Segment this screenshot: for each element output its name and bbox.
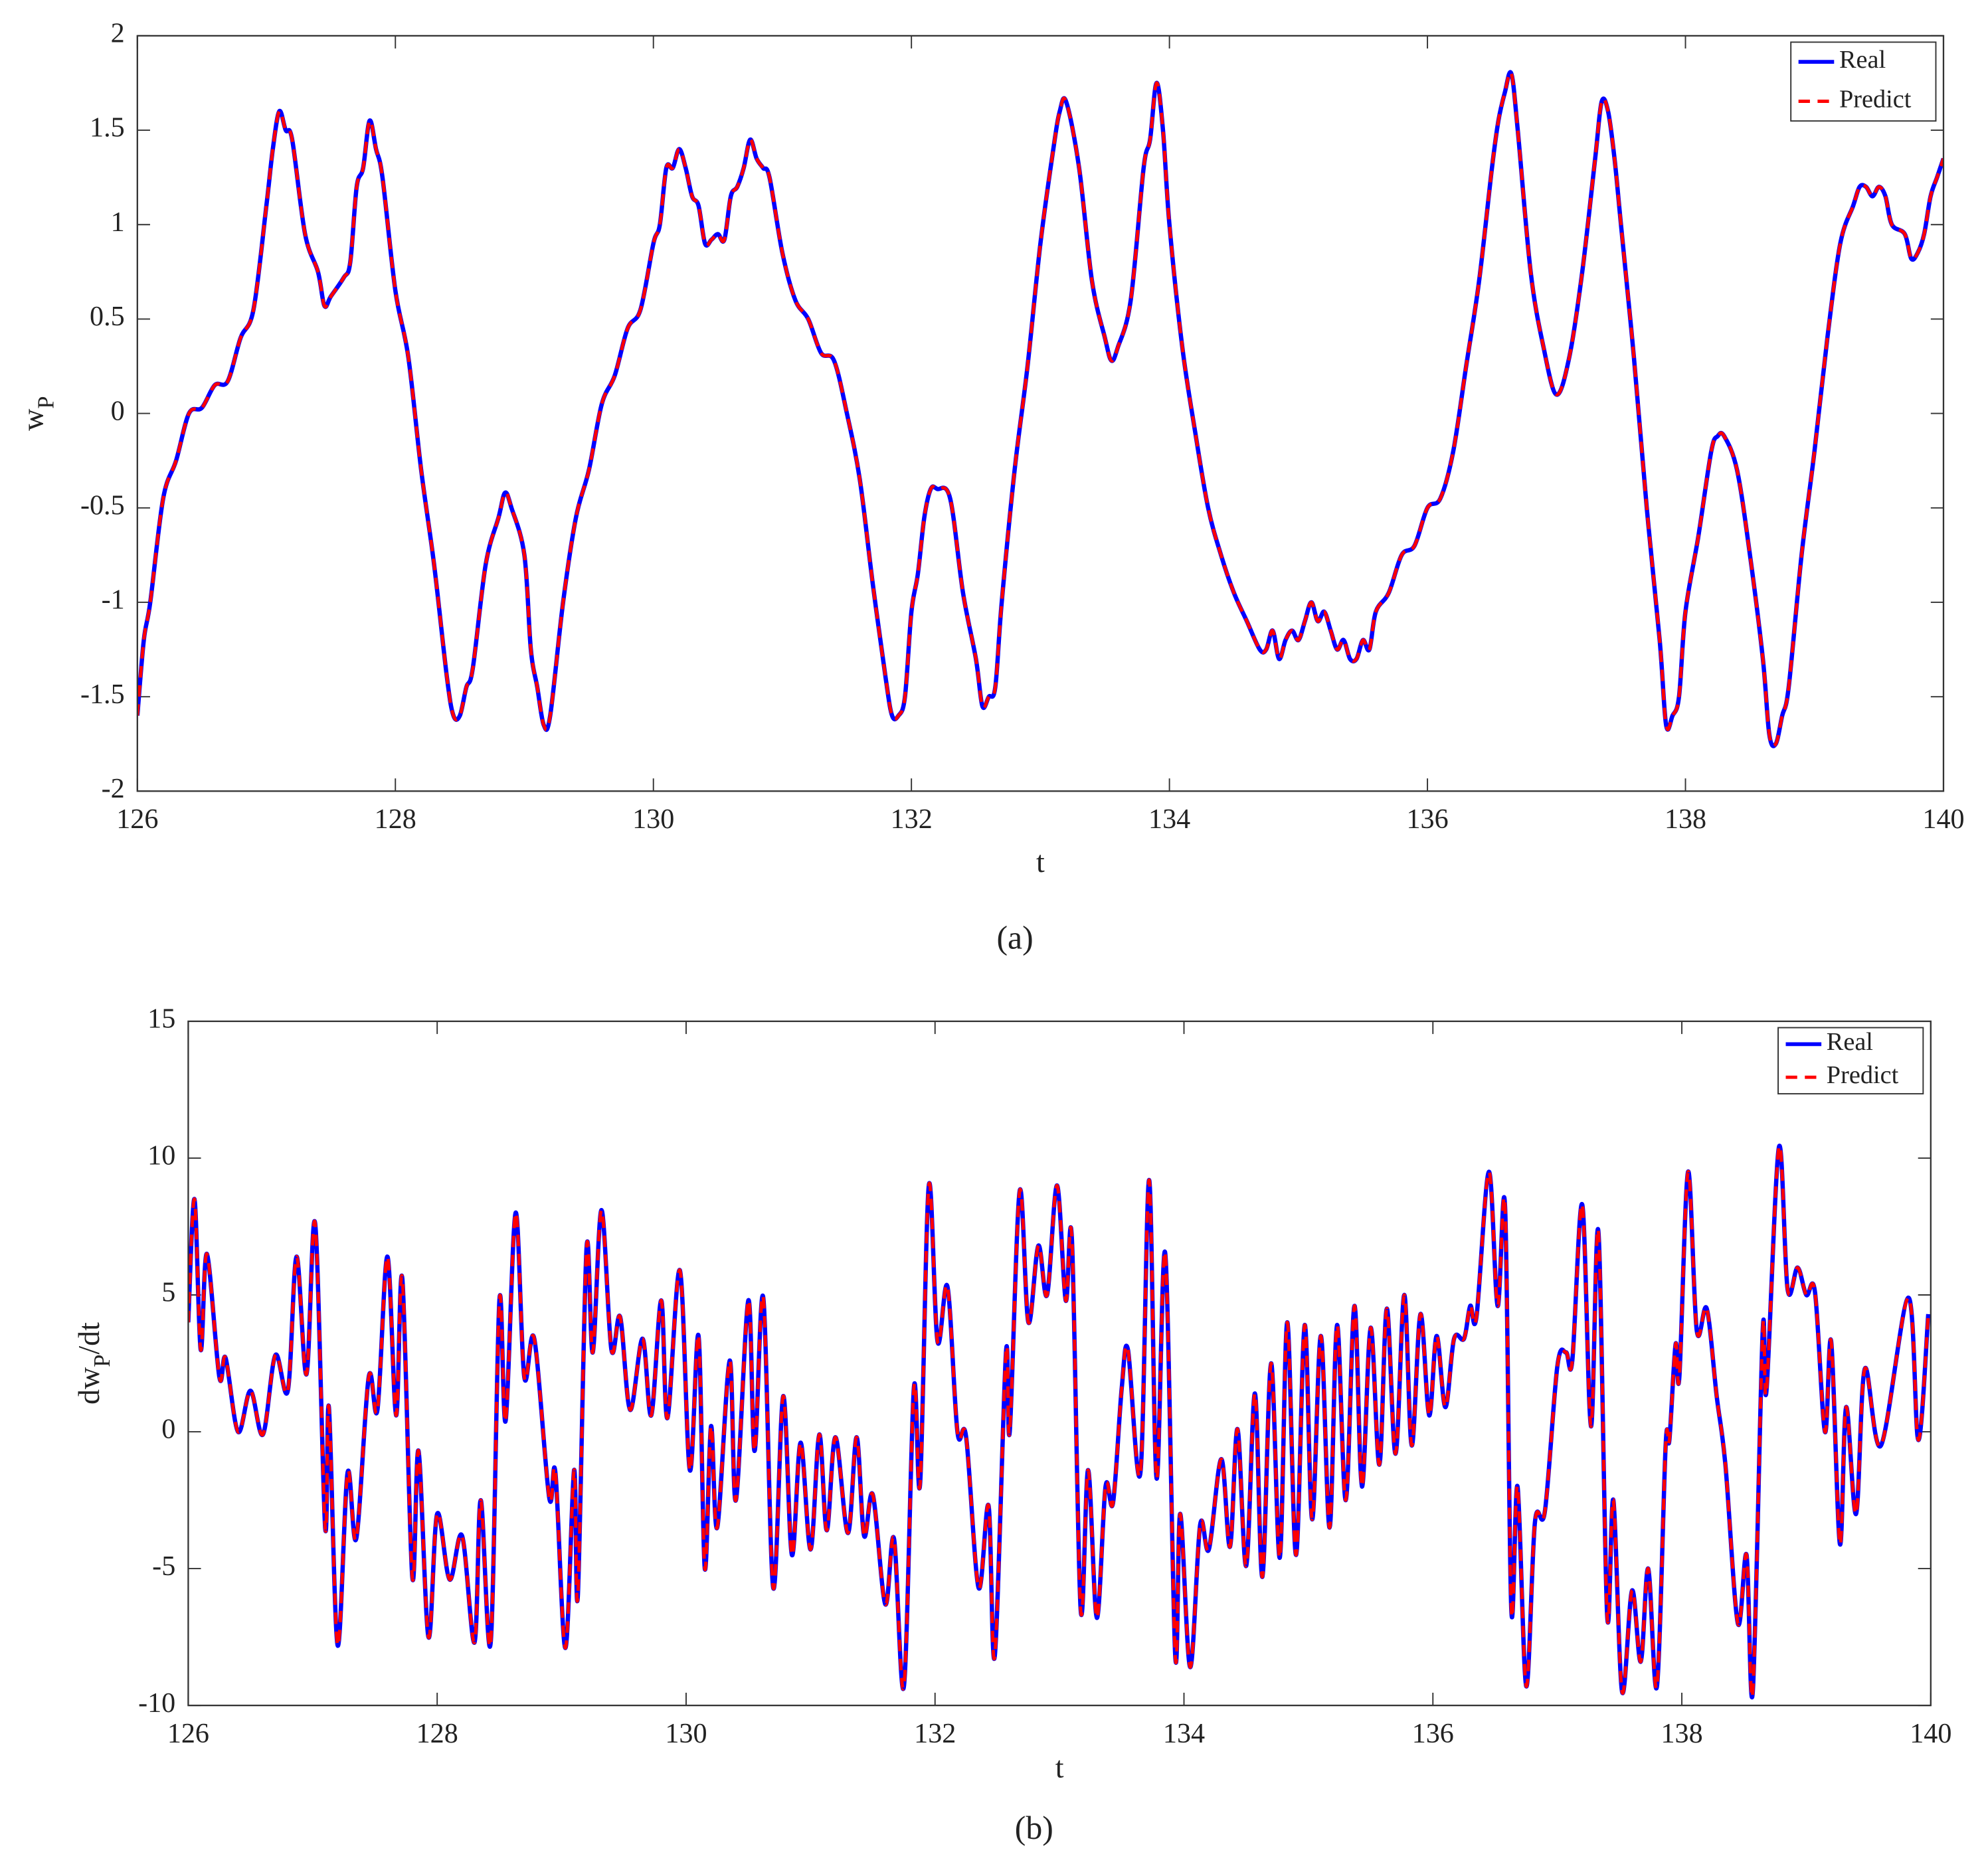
x-tick-label: 136 [1412,1718,1454,1749]
legend-label: Real [1827,1028,1873,1056]
legend-box [1790,41,1937,122]
y-tick-label: -10 [138,1687,175,1719]
subplot: 126 128 130 132 134 136 138 140 -10 -5 0 5 10 15 t dwP/… [71,1003,1951,1847]
x-axis-label: t [1055,1750,1064,1784]
x-tick-label: 130 [665,1718,707,1749]
x-tick-label: 134 [1163,1718,1205,1749]
x-tick-label: 128 [416,1718,458,1749]
plot-area [188,1021,1931,1706]
axes-frame [136,35,1945,792]
x-tick-label: 134 [1148,804,1190,835]
x-tick-label: 132 [914,1718,956,1749]
panel-label: (b) [1015,1810,1053,1846]
y-tick-label: 5 [161,1277,175,1308]
x-tick-label: 140 [1922,804,1964,835]
y-tick-label: 15 [147,1003,175,1035]
x-tick-label: 128 [375,804,416,835]
legend: Real Predict [1790,41,1937,122]
y-tick-label: -0.5 [80,489,125,521]
series-line [188,1144,1930,1699]
x-tick-label: 126 [167,1718,209,1749]
y-tick-label: 0.5 [90,301,125,332]
y-tick-label: -5 [152,1551,175,1582]
legend: Real Predict [1777,1027,1924,1095]
legend-label: Predict [1839,85,1912,113]
y-axis-label-part: dw [71,1367,105,1405]
x-tick-label: 126 [116,804,158,835]
subplot: 126 128 130 132 134 136 138 140 -2 -1.5 -1 -0.5 0 0.5… [15,18,1964,956]
y-tick-label: 0 [161,1414,175,1445]
y-tick-label: 1.5 [90,112,125,143]
y-tick-label: -1.5 [80,679,125,710]
x-tick-label: 136 [1406,804,1448,835]
x-tick-label: 140 [1910,1718,1951,1749]
legend-label: Real [1839,46,1886,74]
x-tick-label: 130 [632,804,674,835]
legend-box [1777,1027,1924,1095]
x-axis-label: t [1036,845,1045,879]
x-tick-label: 138 [1661,1718,1702,1749]
x-tick-label: 138 [1665,804,1706,835]
legend-label: Predict [1827,1061,1899,1089]
y-axis-label: wP [15,396,58,430]
y-axis-label-part: w [15,409,49,431]
axes-frame [187,1020,1932,1707]
y-axis-label-part: P [90,1355,115,1367]
plot-area [137,35,1943,792]
y-axis-label: dwP/dt [71,1322,114,1405]
y-tick-label: 2 [111,18,125,49]
y-tick-label: 10 [147,1140,175,1171]
series-line [137,70,1943,748]
y-tick-label: -1 [102,584,125,616]
panel-label: (a) [996,920,1033,956]
y-tick-label: -2 [102,773,125,804]
x-tick-label: 132 [891,804,933,835]
y-tick-label: 0 [111,395,125,426]
y-axis-label-part: P [34,396,59,408]
y-axis-label-part: /dt [71,1322,105,1355]
y-tick-label: 1 [111,207,125,238]
